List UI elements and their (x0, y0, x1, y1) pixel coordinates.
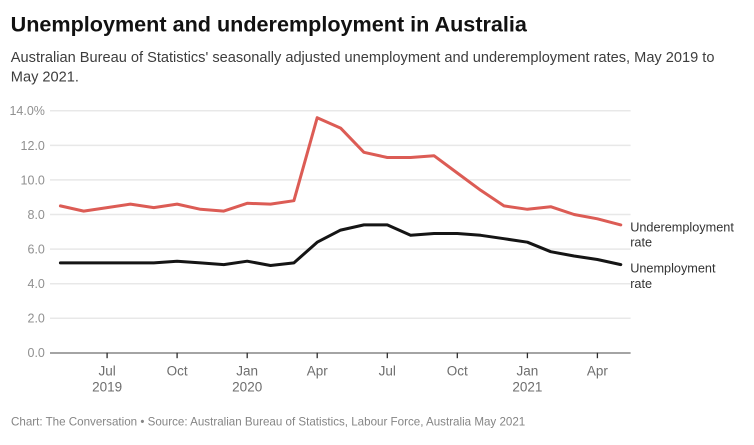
svg-text:rate: rate (630, 235, 652, 249)
svg-text:Underemployment: Underemployment (630, 220, 734, 234)
svg-text:12.0: 12.0 (21, 139, 45, 153)
svg-text:2019: 2019 (92, 380, 122, 395)
svg-text:May 2021.: May 2021. (11, 69, 79, 85)
svg-text:Unemployment: Unemployment (630, 262, 716, 276)
svg-text:10.0: 10.0 (21, 173, 45, 187)
svg-text:2.0: 2.0 (28, 312, 45, 326)
svg-text:8.0: 8.0 (28, 208, 45, 222)
svg-text:Unemployment and underemployme: Unemployment and underemployment in Aust… (11, 12, 528, 37)
svg-text:Australian Bureau of Statistic: Australian Bureau of Statistics' seasona… (11, 50, 715, 66)
svg-text:Jul: Jul (98, 364, 115, 379)
svg-text:Jul: Jul (379, 364, 396, 379)
svg-text:Chart: The Conversation • Sour: Chart: The Conversation • Source: Austra… (11, 416, 525, 429)
svg-text:0.0: 0.0 (28, 346, 45, 360)
svg-text:Apr: Apr (587, 364, 609, 379)
svg-text:14.0%: 14.0% (9, 104, 44, 118)
svg-text:rate: rate (630, 277, 652, 291)
svg-text:Jan: Jan (517, 364, 539, 379)
svg-text:4.0: 4.0 (28, 277, 45, 291)
svg-text:6.0: 6.0 (28, 243, 45, 257)
svg-text:Apr: Apr (307, 364, 329, 379)
svg-text:Jan: Jan (236, 364, 258, 379)
svg-text:Oct: Oct (447, 364, 468, 379)
svg-text:2021: 2021 (512, 380, 542, 395)
svg-text:2020: 2020 (232, 380, 262, 395)
svg-text:Oct: Oct (167, 364, 188, 379)
